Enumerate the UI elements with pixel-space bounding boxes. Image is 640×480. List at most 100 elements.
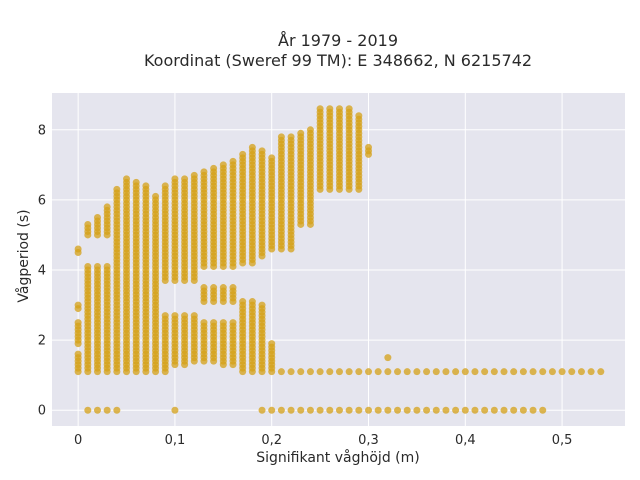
data-point	[335, 368, 343, 376]
data-point	[316, 105, 324, 113]
data-point	[113, 406, 121, 414]
data-point	[258, 301, 266, 309]
data-point	[239, 298, 247, 306]
data-point	[306, 406, 314, 414]
y-axis-title: Vågperiod (s)	[15, 209, 32, 302]
data-point	[74, 301, 82, 309]
x-tick-label: 0,4	[455, 433, 476, 448]
chart-title-line-2: Koordinat (Sweref 99 TM): E 348662, N 62…	[144, 51, 532, 70]
data-point	[297, 368, 305, 376]
data-point	[123, 175, 131, 183]
data-point	[442, 406, 450, 414]
data-point	[219, 284, 227, 292]
data-point	[171, 312, 179, 320]
data-point	[432, 368, 440, 376]
data-point	[461, 368, 469, 376]
data-point	[277, 368, 285, 376]
data-point	[113, 185, 121, 193]
data-point	[539, 406, 547, 414]
data-point	[452, 368, 460, 376]
data-point	[568, 368, 576, 376]
y-tick-label: 0	[38, 404, 46, 419]
data-point	[365, 406, 373, 414]
data-point	[539, 368, 547, 376]
y-tick-label: 8	[38, 123, 46, 138]
data-point	[384, 354, 392, 362]
data-point	[268, 340, 276, 348]
data-point	[74, 245, 82, 253]
data-point	[161, 312, 169, 320]
data-point	[500, 368, 508, 376]
data-point	[181, 175, 189, 183]
data-point	[500, 406, 508, 414]
data-point	[374, 368, 382, 376]
x-tick-label: 0,1	[165, 433, 186, 448]
data-point	[597, 368, 605, 376]
data-point	[471, 406, 479, 414]
data-point	[519, 406, 527, 414]
data-point	[510, 368, 518, 376]
data-point	[84, 406, 92, 414]
data-point	[84, 263, 92, 271]
data-point	[529, 406, 537, 414]
data-point	[258, 406, 266, 414]
data-point	[587, 368, 595, 376]
data-point	[316, 406, 324, 414]
data-point	[103, 263, 111, 271]
data-point	[423, 368, 431, 376]
data-point	[490, 406, 498, 414]
data-point	[190, 171, 198, 179]
data-point	[268, 406, 276, 414]
data-point	[93, 406, 101, 414]
data-point	[394, 368, 402, 376]
data-point	[74, 319, 82, 327]
data-point	[210, 164, 218, 172]
x-tick-label: 0,2	[261, 433, 282, 448]
data-point	[287, 368, 295, 376]
data-point	[219, 161, 227, 169]
data-point	[442, 368, 450, 376]
data-point	[326, 406, 334, 414]
data-point	[335, 406, 343, 414]
data-point	[200, 168, 208, 176]
data-point	[277, 133, 285, 141]
data-point	[413, 406, 421, 414]
data-point	[481, 406, 489, 414]
data-point	[335, 105, 343, 113]
data-point	[365, 368, 373, 376]
data-point	[413, 368, 421, 376]
data-point	[239, 150, 247, 158]
data-point	[326, 368, 334, 376]
x-tick-label: 0,5	[552, 433, 573, 448]
data-point	[490, 368, 498, 376]
data-point	[229, 284, 237, 292]
data-point	[345, 406, 353, 414]
data-point	[558, 368, 566, 376]
data-point	[190, 312, 198, 320]
data-point	[345, 368, 353, 376]
data-point	[132, 178, 140, 186]
data-point	[268, 154, 276, 162]
y-tick-label: 2	[38, 334, 46, 349]
data-point	[287, 133, 295, 141]
data-point	[316, 368, 324, 376]
data-point	[142, 182, 150, 190]
data-point	[297, 129, 305, 137]
data-point	[181, 312, 189, 320]
data-point	[345, 105, 353, 113]
data-point	[103, 406, 111, 414]
data-point	[210, 284, 218, 292]
data-point	[103, 203, 111, 211]
data-point	[258, 147, 266, 155]
data-point	[471, 368, 479, 376]
data-point	[326, 105, 334, 113]
data-point	[374, 406, 382, 414]
data-point	[93, 263, 101, 271]
data-point	[355, 406, 363, 414]
data-point	[365, 143, 373, 151]
data-point	[461, 406, 469, 414]
data-point	[306, 126, 314, 134]
data-point	[548, 368, 556, 376]
